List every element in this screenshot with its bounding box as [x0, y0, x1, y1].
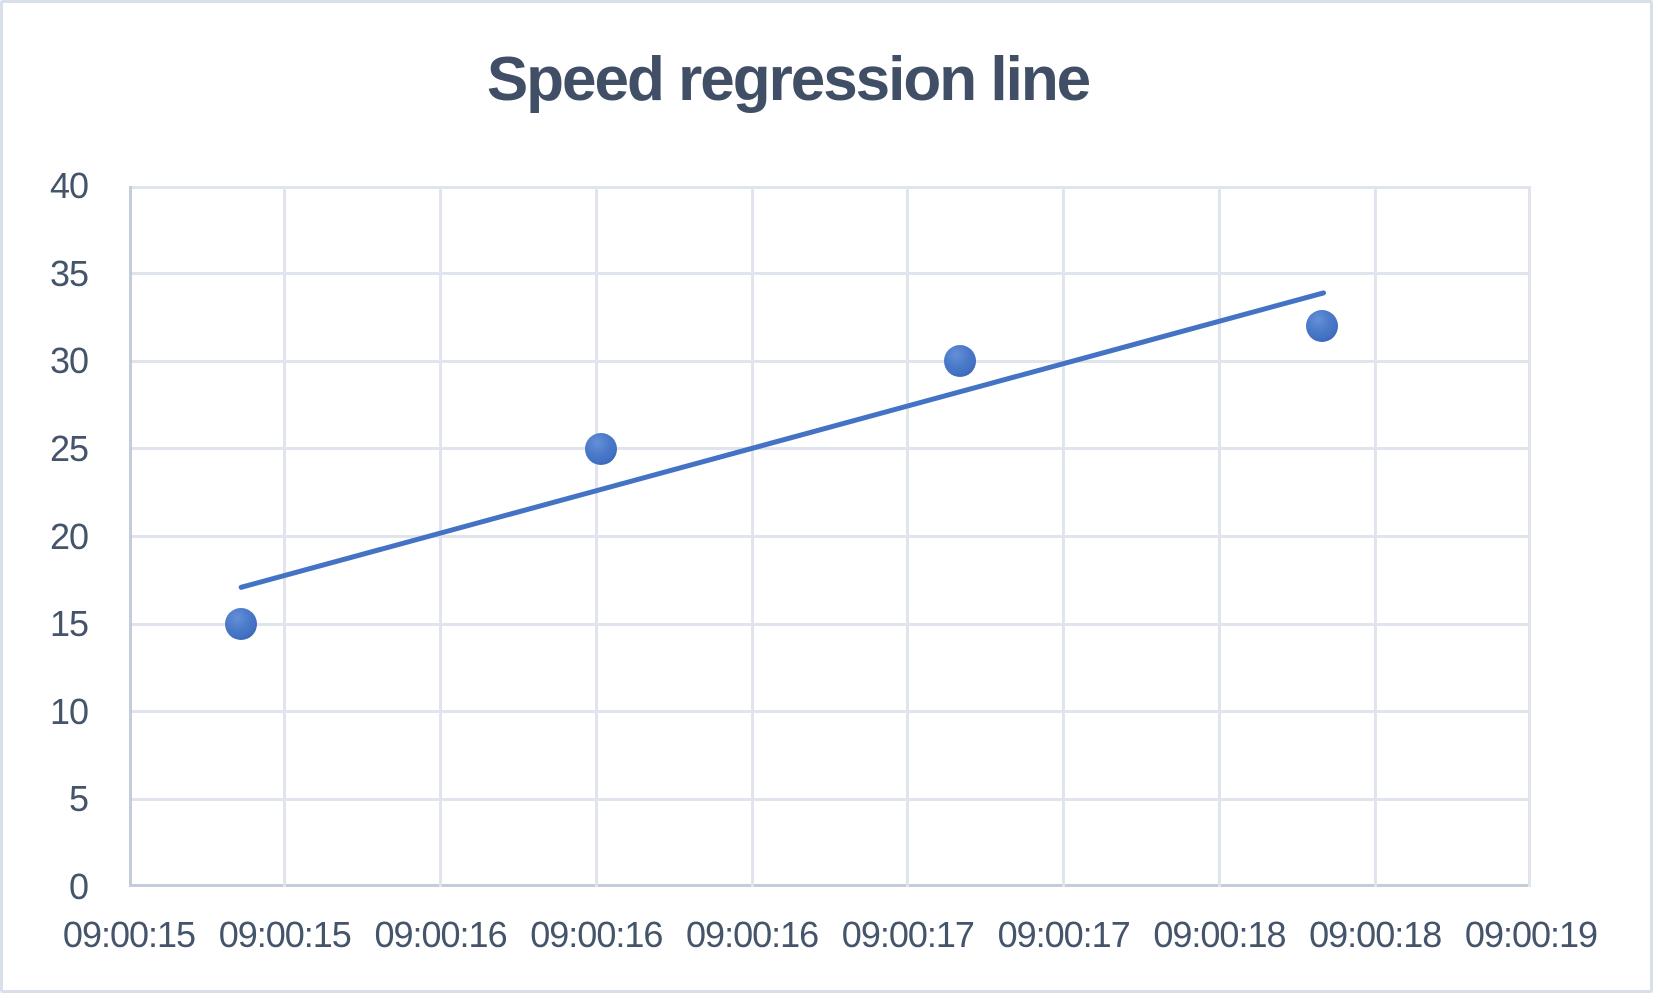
- horizontal-gridline: [129, 359, 1531, 363]
- horizontal-gridline: [129, 797, 1531, 801]
- y-axis-tick-label: 35: [49, 252, 89, 294]
- x-axis-tick-label: 09:00:17: [841, 914, 975, 955]
- vertical-gridline: [439, 186, 443, 887]
- y-axis-line: [129, 186, 132, 887]
- x-axis-tick-label: 09:00:15: [218, 914, 352, 955]
- x-axis: 09:00:15 09:00:15 09:00:16 09:00:16 09:00:16…: [3, 913, 1650, 961]
- vertical-gridline: [750, 186, 754, 887]
- x-axis-tick-label: 09:00:15: [62, 914, 196, 955]
- vertical-gridline: [594, 186, 598, 887]
- horizontal-gridline: [129, 710, 1531, 714]
- x-axis-tick-label: 09:00:18: [1309, 914, 1442, 955]
- y-axis-tick-label: 40: [49, 165, 89, 206]
- y-axis-tick-label: 5: [68, 778, 89, 820]
- data-point-marker[interactable]: [225, 608, 258, 641]
- plot-area: [129, 186, 1531, 887]
- x-axis-tick-label: 09:00:17: [997, 914, 1131, 955]
- x-axis-tick-label: 09:00:18: [1153, 914, 1286, 955]
- y-axis-tick-label: 15: [49, 603, 89, 645]
- trendline-layer: [238, 290, 1327, 590]
- regression-trendline[interactable]: [238, 290, 1327, 590]
- y-axis-tick-label: 20: [49, 515, 89, 557]
- vertical-gridline: [1217, 186, 1221, 887]
- data-point-marker[interactable]: [585, 432, 618, 465]
- y-axis-tick-label: 10: [49, 690, 89, 732]
- vertical-gridline: [283, 186, 287, 887]
- x-axis-tick-label: 09:00:16: [686, 914, 819, 955]
- horizontal-gridline: [129, 535, 1531, 538]
- vertical-gridline: [1062, 186, 1066, 887]
- horizontal-gridline: [129, 622, 1531, 626]
- y-axis-tick-label: 30: [49, 340, 89, 382]
- data-point-marker[interactable]: [1306, 310, 1339, 343]
- x-axis-line: [129, 884, 1531, 887]
- vertical-gridline: [1373, 186, 1377, 887]
- x-axis-tick-label: 09:00:16: [530, 914, 663, 955]
- y-axis-tick-label: 25: [49, 427, 89, 469]
- horizontal-gridline: [129, 272, 1531, 276]
- horizontal-gridline: [129, 186, 1531, 189]
- horizontal-gridline: [129, 447, 1531, 451]
- x-axis-tick-label: 09:00:16: [374, 914, 507, 955]
- y-axis: 0 5 10 15 20 25 30 35 40: [3, 3, 89, 990]
- vertical-gridline: [1528, 186, 1531, 887]
- chart-title: Speed regression line: [486, 45, 1091, 114]
- x-axis-tick-label: 09:00:19: [1464, 914, 1598, 955]
- vertical-gridline: [906, 186, 910, 887]
- y-axis-tick-label: 0: [68, 866, 89, 907]
- data-point-marker[interactable]: [944, 345, 977, 378]
